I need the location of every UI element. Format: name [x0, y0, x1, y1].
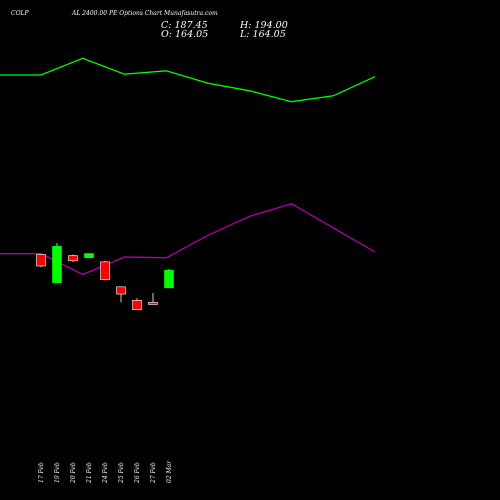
candle-body	[52, 245, 62, 283]
x-tick-label: 26 Feb	[134, 462, 141, 484]
x-tick-label: 25 Feb	[118, 462, 125, 484]
x-tick-label: 27 Feb	[150, 462, 157, 484]
candle-body	[164, 269, 174, 289]
green-indicator-line	[0, 57, 376, 103]
purple-indicator-line	[0, 202, 376, 276]
high-value: H: 194.00	[240, 20, 288, 31]
x-tick-label: 17 Feb	[38, 462, 45, 483]
x-tick-label: 20 Feb	[70, 462, 77, 484]
candle-body	[132, 300, 142, 310]
x-tick-label: 21 Feb	[86, 462, 93, 484]
candle-body	[84, 253, 94, 258]
x-tick-label: 19 Feb	[54, 462, 61, 483]
symbol-label: COLP	[11, 10, 29, 17]
close-value: C: 187.45	[161, 20, 208, 31]
chart-title: AL 2400.00 PE Options Chart Munafasutra.…	[72, 10, 218, 17]
candle-body	[68, 255, 78, 262]
candle-body	[116, 286, 126, 295]
candle-body	[148, 302, 158, 305]
open-value: O: 164.05	[161, 29, 209, 40]
candle-body	[100, 261, 110, 280]
x-tick-label: 24 Feb	[102, 462, 109, 484]
x-tick-label: 02 Mar	[166, 460, 173, 483]
candle-body	[36, 254, 46, 267]
low-value: L: 164.05	[240, 29, 286, 40]
